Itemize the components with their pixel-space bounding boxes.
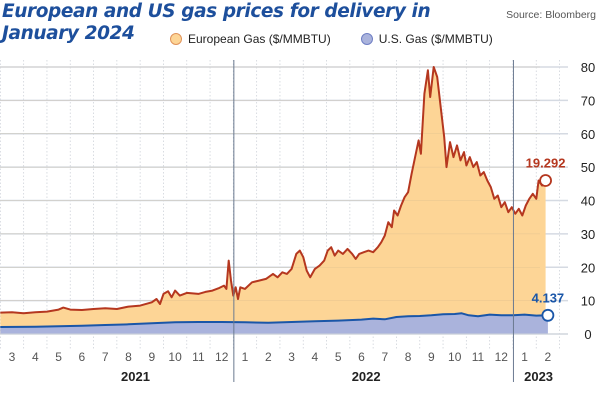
x-tick-label: 1 <box>242 350 249 364</box>
x-tick-label: 7 <box>381 350 388 364</box>
x-tick-label: 4 <box>32 350 39 364</box>
x-tick-label: 9 <box>428 350 435 364</box>
x-tick-label: 5 <box>55 350 62 364</box>
year-label: 2022 <box>352 369 381 384</box>
x-tick-label: 8 <box>125 350 132 364</box>
x-tick-label: 10 <box>168 350 182 364</box>
x-tick-label: 5 <box>335 350 342 364</box>
chart-title: European and US gas prices for delivery … <box>2 1 431 45</box>
x-tick-label: 10 <box>448 350 462 364</box>
y-tick-label: 30 <box>581 227 595 242</box>
x-tick-label: 8 <box>405 350 412 364</box>
x-tick-label: 11 <box>192 350 205 364</box>
us-gas-line <box>0 312 548 328</box>
x-tick-label: 3 <box>288 350 295 364</box>
x-tick-label: 1 <box>521 350 528 364</box>
us-gas-end-marker <box>541 308 555 322</box>
y-tick-label: 0 <box>584 327 591 342</box>
x-tick-label: 2 <box>265 350 272 364</box>
x-tick-label: 3 <box>9 350 16 364</box>
x-tick-label: 9 <box>148 350 155 364</box>
european-gas-line <box>0 66 547 315</box>
year-label: 2021 <box>121 369 150 384</box>
chart-title-line-2: January 2024 <box>2 23 135 44</box>
y-tick-label: 60 <box>581 127 595 142</box>
source-label: Source: Bloomberg <box>506 9 596 21</box>
legend-label-us-gas: U.S. Gas ($/MMBTU) <box>378 32 493 46</box>
legend-label-european-gas: European Gas ($/MMBTU) <box>188 32 331 46</box>
x-tick-label: 2 <box>545 350 552 364</box>
x-tick-label: 11 <box>472 350 485 364</box>
european-gas-area <box>0 67 546 334</box>
y-tick-label: 50 <box>581 160 595 175</box>
european-gas-end-label: 19.292 <box>526 155 566 170</box>
us-gas-area <box>0 313 548 334</box>
european-gas-end-marker <box>539 174 552 187</box>
legend: European Gas ($/MMBTU) U.S. Gas ($/MMBTU… <box>170 32 493 46</box>
y-tick-label: 10 <box>581 294 595 309</box>
x-tick-label: 6 <box>358 350 365 364</box>
legend-item-european-gas: European Gas ($/MMBTU) <box>170 32 331 46</box>
x-tick-label: 12 <box>215 350 229 364</box>
y-tick-label: 70 <box>581 93 595 108</box>
legend-item-us-gas: U.S. Gas ($/MMBTU) <box>360 32 493 46</box>
x-tick-label: 7 <box>102 350 109 364</box>
x-tick-label: 12 <box>495 350 509 364</box>
x-tick-label: 4 <box>312 350 319 364</box>
us-gas-end-label: 4.137 <box>532 290 565 305</box>
legend-swatch-us-gas <box>360 33 373 45</box>
x-tick-label: 6 <box>79 350 86 364</box>
y-tick-label: 40 <box>581 194 595 209</box>
chart-title-line-1: European and US gas prices for delivery … <box>2 1 431 22</box>
y-tick-label: 80 <box>581 60 595 75</box>
y-tick-label: 20 <box>581 260 595 275</box>
legend-swatch-european-gas <box>170 33 182 45</box>
year-label: 2023 <box>524 369 553 384</box>
